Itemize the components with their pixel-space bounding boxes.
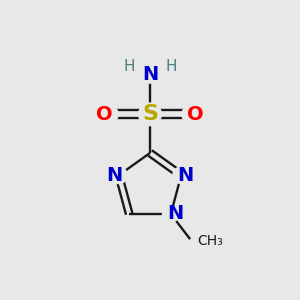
Text: N: N [142,65,158,84]
Text: S: S [142,104,158,124]
Text: H: H [165,59,177,74]
Circle shape [173,167,190,184]
Text: N: N [167,204,183,224]
Text: N: N [106,166,122,185]
Text: O: O [187,105,204,124]
Circle shape [102,106,118,123]
Circle shape [163,206,179,222]
Circle shape [141,65,159,83]
Text: H: H [123,59,135,74]
Text: CH₃: CH₃ [198,234,223,248]
Circle shape [182,106,198,123]
Text: N: N [178,166,194,185]
Circle shape [110,167,127,184]
Circle shape [139,103,161,126]
Text: O: O [96,105,113,124]
